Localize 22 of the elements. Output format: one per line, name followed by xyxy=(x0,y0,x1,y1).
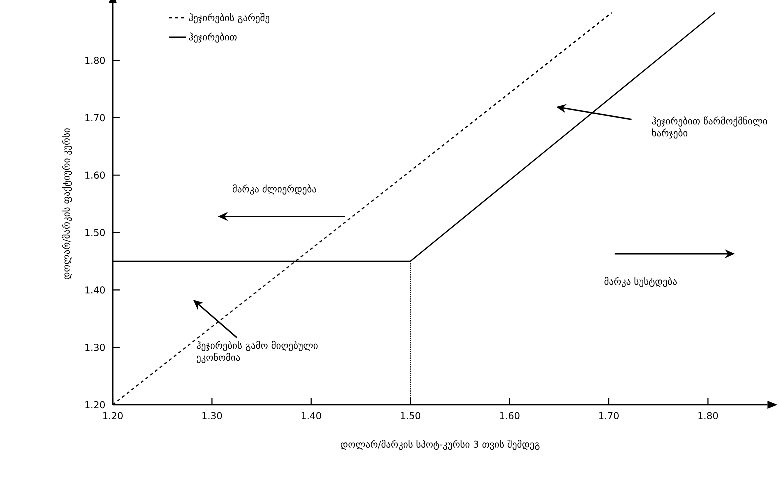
y-tick-label: 1.20 xyxy=(86,401,106,409)
annotation: მარკა სუსტდება xyxy=(604,277,677,288)
y-tick-label: 1.40 xyxy=(86,286,106,294)
y-tick-label: 1.60 xyxy=(86,172,106,179)
annotation: მარკა ძლიერდება xyxy=(232,184,316,195)
x-tick-label: 1.70 xyxy=(600,412,619,420)
x-tick-label: 1.20 xyxy=(104,412,123,420)
x-tick-label: 1.60 xyxy=(500,412,520,420)
x-tick-label: 1.80 xyxy=(698,412,718,420)
y-tick-label: 1.30 xyxy=(86,344,106,352)
x-tick-label: 1.50 xyxy=(401,412,421,420)
x-tick-label: 1.40 xyxy=(302,412,322,420)
y-tick-label: 1.80 xyxy=(86,57,106,64)
annotation: ჰეჯირებით წარმოქმნილი ხარჯები xyxy=(652,116,768,139)
x-axis-title: დოლარ/მარკის სპოტ-კურსი 3 თვის შემდეგ xyxy=(340,440,540,450)
legend-label: ჰეჯირებით xyxy=(189,32,237,43)
annotation: ჰეჯირების გამო მიღებული ეკონომია xyxy=(197,341,318,364)
y-tick-label: 1.50 xyxy=(86,229,106,236)
y-tick-label: 1.70 xyxy=(86,114,106,122)
legend-label: ჰეჯირების გარეშე xyxy=(189,13,270,24)
y-axis-title: დოლარ/მარკის ფაქტიური კურსი xyxy=(62,128,72,280)
x-tick-label: 1.30 xyxy=(202,412,222,420)
